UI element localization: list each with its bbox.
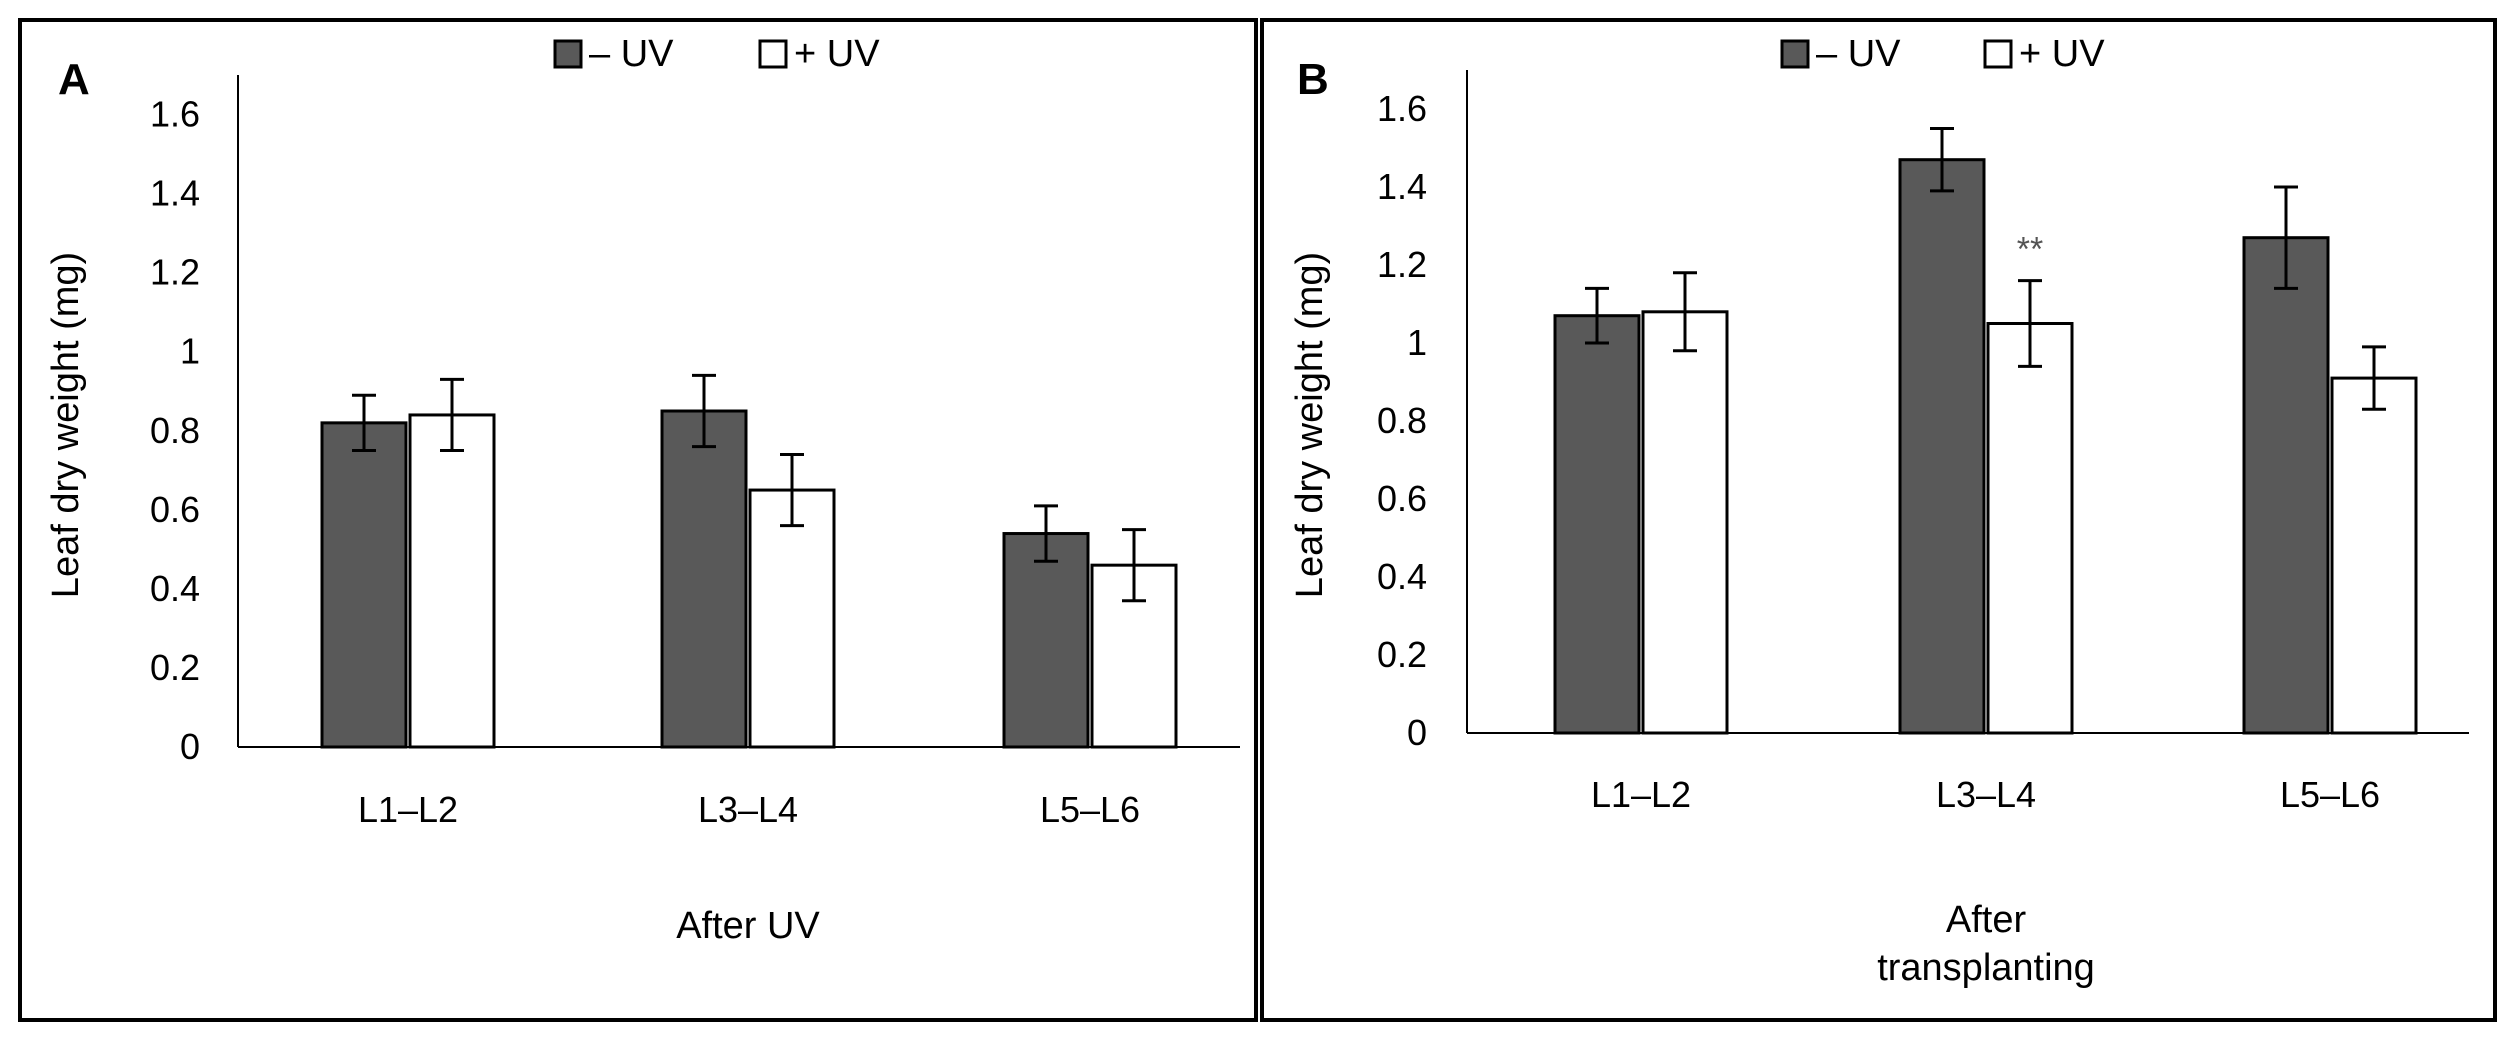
x-axis-title: After xyxy=(1946,899,2027,941)
bar-minus-uv-2 xyxy=(2242,236,2330,735)
bar-plus-uv-1 xyxy=(748,488,836,749)
bar-minus-uv-1 xyxy=(1898,158,1986,735)
y-tick-label: 0.6 xyxy=(1377,478,1427,519)
x-axis-title: transplanting xyxy=(1877,947,2095,989)
y-tick-label: 1.4 xyxy=(150,173,200,214)
x-category-label: L5–L6 xyxy=(2280,774,2380,815)
x-category-label: L1–L2 xyxy=(1591,774,1691,815)
y-tick-label: 0 xyxy=(180,726,200,767)
y-tick-label: 0 xyxy=(1407,712,1427,753)
y-tick-label: 1.2 xyxy=(1377,244,1427,285)
y-tick-label: 0.4 xyxy=(1377,556,1427,597)
panel-a: A 0 0.2 0.4 0.6 0.8 1 1.2 1.4 1.6 Leaf dry weight … xyxy=(18,18,1258,1022)
panel-b: B 0 0.2 0.4 0.6 0.8 1 1.2 1.4 1.6 Leaf dry weight … xyxy=(1260,18,2497,1022)
bar-minus-uv-2 xyxy=(1002,532,1090,749)
x-category-label: L3–L4 xyxy=(1936,774,2036,815)
panel-letter: B xyxy=(1297,55,1329,104)
x-axis-title: After UV xyxy=(676,905,820,947)
y-tick-label: 1.2 xyxy=(150,252,200,293)
y-tick-label: 0.4 xyxy=(150,568,200,609)
significance-marker: ** xyxy=(2017,231,2043,269)
y-tick-label: 0.6 xyxy=(150,489,200,530)
y-tick-label: 1 xyxy=(1407,322,1427,363)
bar-minus-uv-1 xyxy=(660,409,748,749)
x-category-label: L5–L6 xyxy=(1040,789,1140,830)
legend-label-plus-uv: + UV xyxy=(2019,33,2105,75)
legend-label-minus-uv: – UV xyxy=(589,33,674,75)
legend-label-minus-uv: – UV xyxy=(1816,33,1901,75)
panel-frame xyxy=(18,18,1258,1022)
y-tick-label: 0.8 xyxy=(150,410,200,451)
y-tick-label: 0.8 xyxy=(1377,400,1427,441)
bar-plus-uv-1 xyxy=(1986,322,2074,735)
bar-plus-uv-2 xyxy=(2330,376,2418,735)
legend-swatch-minus-uv xyxy=(553,39,583,69)
legend-swatch-plus-uv xyxy=(1983,39,2013,69)
y-tick-label: 1.4 xyxy=(1377,166,1427,207)
y-axis-title: Leaf dry weight (mg) xyxy=(45,252,87,598)
bar-plus-uv-0 xyxy=(408,413,496,749)
legend-swatch-minus-uv xyxy=(1780,39,1810,69)
legend-label-plus-uv: + UV xyxy=(794,33,880,75)
y-tick-label: 1 xyxy=(180,331,200,372)
y-axis-title: Leaf dry weight (mg) xyxy=(1289,252,1331,598)
panel-frame xyxy=(1260,18,2497,1022)
panel-letter: A xyxy=(58,55,90,104)
y-tick-label: 0.2 xyxy=(150,647,200,688)
legend-swatch-plus-uv xyxy=(758,39,788,69)
x-category-label: L3–L4 xyxy=(698,789,798,830)
bar-minus-uv-0 xyxy=(1553,314,1641,735)
y-tick-label: 1.6 xyxy=(150,94,200,135)
y-tick-label: 1.6 xyxy=(1377,88,1427,129)
bar-minus-uv-0 xyxy=(320,421,408,749)
x-category-label: L1–L2 xyxy=(358,789,458,830)
y-tick-label: 0.2 xyxy=(1377,634,1427,675)
bar-plus-uv-0 xyxy=(1641,310,1729,735)
